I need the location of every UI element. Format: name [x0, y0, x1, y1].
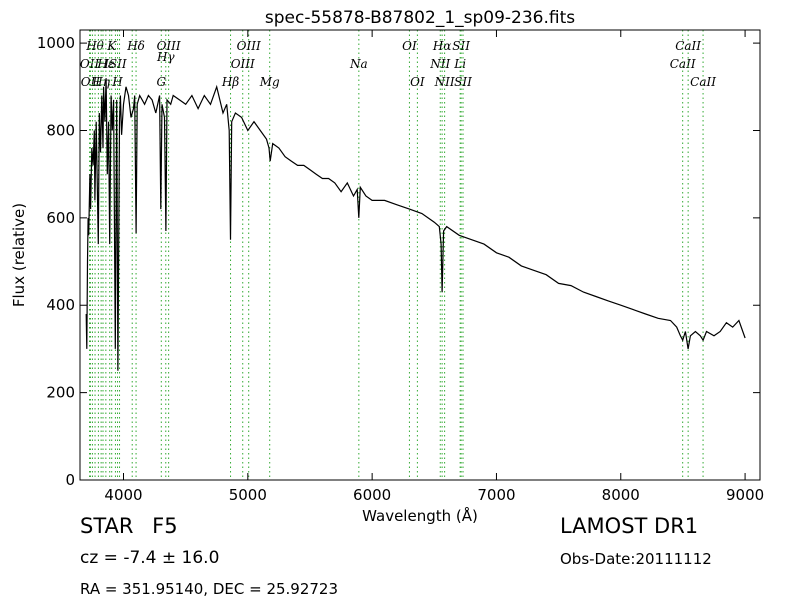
line-marker-label: Hη [91, 75, 110, 89]
line-marker-label: Hβ [221, 75, 239, 89]
x-tick-label: 7000 [477, 486, 515, 504]
chart-title: spec-55878-B87802_1_sp09-236.fits [265, 8, 575, 28]
y-tick-label: 1000 [37, 34, 75, 52]
survey-name: LAMOST DR1 [560, 514, 699, 538]
redshift-value: cz = -7.4 [80, 548, 157, 568]
y-tick-label: 0 [65, 471, 75, 489]
line-marker-label: Hα [432, 39, 452, 53]
line-marker-label: G [157, 75, 167, 89]
x-tick-label: 5000 [229, 486, 267, 504]
x-tick-label: 6000 [353, 486, 391, 504]
line-marker-label: OIII [237, 39, 261, 53]
object-subclass: F5 [152, 514, 178, 538]
line-marker-label: Hδ [126, 39, 145, 53]
line-marker-label: ISII [103, 57, 127, 71]
sky-coordinates: RA = 351.95140, DEC = 25.92723 [80, 580, 339, 598]
line-marker-label: OI [410, 75, 425, 89]
line-marker-label: OIII [231, 57, 255, 71]
line-marker-label: K [106, 39, 117, 53]
line-marker-label: Mg [259, 75, 280, 89]
spectrum-series-line [85, 78, 746, 371]
observation-date: Obs-Date:20111112 [560, 550, 712, 568]
y-axis-label: Flux (relative) [10, 203, 28, 307]
line-marker-label: Na [349, 57, 368, 71]
redshift-text: cz = -7.4 ± 16.0 [80, 548, 219, 568]
line-marker-label: SII [452, 39, 470, 53]
line-marker-label: OI [402, 39, 417, 53]
line-marker-label: SII [454, 75, 472, 89]
x-tick-label: 8000 [602, 486, 640, 504]
line-markers: OIIOIIHθHηHεKISIIHHδGHγOIIIHβOIIIOIIIMgN… [80, 30, 716, 480]
object-class-text: STAR F5 [80, 514, 178, 538]
line-marker-label: CaII [670, 57, 696, 71]
plot-frame [79, 29, 761, 481]
x-tick-label: 4000 [104, 486, 142, 504]
y-axis-ticks: 0 200 400 600 800 1000 [37, 34, 760, 489]
x-axis-label: Wavelength (Å) [362, 506, 478, 525]
redshift-error: ± 16.0 [161, 548, 220, 568]
y-tick-label: 800 [46, 121, 75, 139]
y-tick-label: 600 [46, 209, 75, 227]
line-marker-label: NII [429, 57, 450, 71]
line-marker-label: OIII [157, 39, 181, 53]
x-tick-label: 9000 [726, 486, 764, 504]
line-marker-label: CaII [690, 75, 716, 89]
line-marker-label: Hθ [85, 39, 104, 53]
line-marker-label: Hγ [156, 50, 175, 64]
line-marker-label: Li [453, 57, 466, 71]
line-marker-label: CaII [675, 39, 701, 53]
x-axis-ticks: 4000 5000 6000 7000 8000 9000 [104, 30, 764, 504]
object-class: STAR [80, 514, 134, 538]
y-tick-label: 200 [46, 384, 75, 402]
y-tick-label: 400 [46, 296, 75, 314]
line-marker-label: NII [434, 75, 455, 89]
line-marker-label: H [111, 75, 123, 89]
